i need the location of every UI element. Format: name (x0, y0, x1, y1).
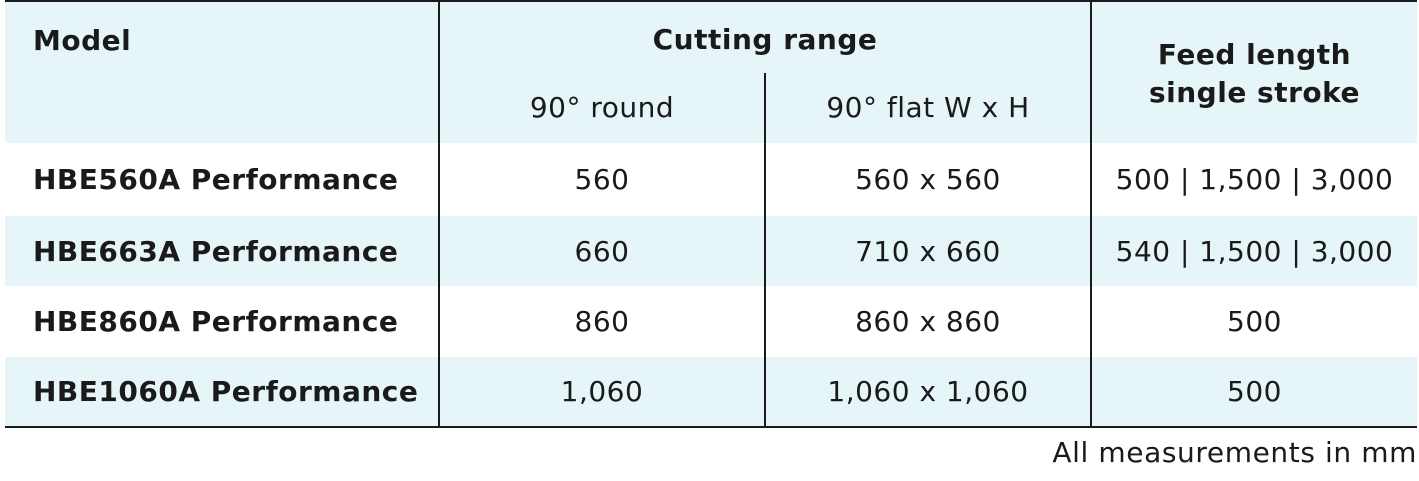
row4-model: HBE1060A Performance (33, 375, 419, 408)
row4-round: 1,060 (560, 375, 644, 408)
header-cutting-range: Cutting range (652, 22, 878, 56)
divider-model (438, 0, 440, 428)
header-feed-line1: Feed length (1157, 37, 1352, 71)
header-model: Model (33, 23, 132, 57)
row1-feed: 500 | 1,500 | 3,000 (1115, 163, 1394, 196)
header-flat: 90° flat W x H (826, 90, 1030, 124)
header-round: 90° round (529, 90, 675, 124)
specs-table: Model Cutting range 90° round 90° flat W… (5, 0, 1417, 428)
row3-model: HBE860A Performance (33, 305, 399, 338)
row1-round: 560 (574, 163, 630, 196)
top-border (5, 0, 1417, 2)
row2-round: 660 (574, 234, 630, 268)
row2-flat: 710 x 660 (855, 234, 1001, 268)
row3-round: 860 (574, 305, 630, 338)
row1-flat: 560 x 560 (855, 163, 1001, 196)
row3-feed: 500 (1227, 305, 1282, 338)
row1-model: HBE560A Performance (33, 163, 399, 196)
header-band (5, 0, 1417, 143)
divider-round (764, 73, 766, 428)
row2-feed: 540 | 1,500 | 3,000 (1115, 234, 1394, 268)
row-band-4 (5, 357, 1417, 428)
footnote: All measurements in mm (1052, 436, 1417, 469)
divider-flat (1090, 0, 1092, 428)
row4-feed: 500 (1227, 375, 1282, 408)
bottom-border (5, 426, 1417, 428)
row3-flat: 860 x 860 (855, 305, 1001, 338)
header-feed-line2: single stroke (1148, 75, 1361, 109)
row2-model: HBE663A Performance (33, 234, 399, 268)
row4-flat: 1,060 x 1,060 (827, 375, 1029, 408)
row-band-2 (5, 216, 1417, 286)
